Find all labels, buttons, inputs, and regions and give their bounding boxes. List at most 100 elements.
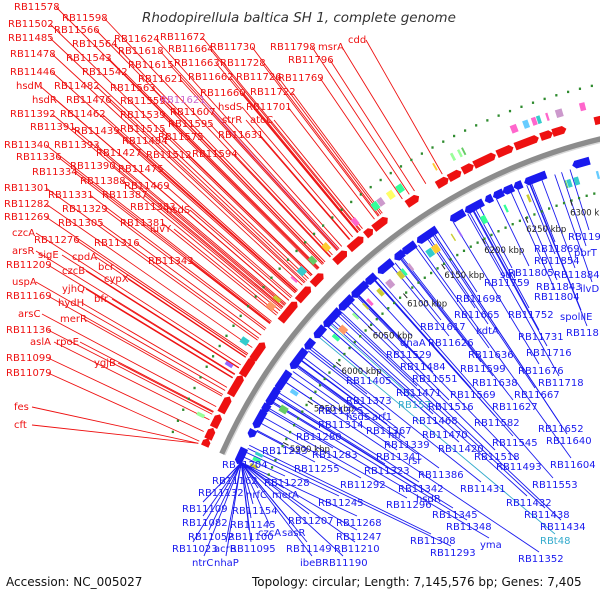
gene-label: RB11367 bbox=[366, 426, 412, 437]
connector-line bbox=[452, 221, 540, 365]
gene-label: sasR bbox=[282, 528, 306, 539]
gene-label: RB11470 bbox=[422, 430, 468, 441]
connector-line bbox=[31, 424, 199, 444]
gene-mark bbox=[238, 357, 256, 378]
scale-label: 6000 kbp bbox=[342, 367, 382, 377]
gc-dot bbox=[531, 101, 535, 104]
gene-label: RB11169 bbox=[6, 291, 52, 302]
connector-line bbox=[107, 99, 305, 284]
gene-label: RB11494 bbox=[122, 136, 168, 147]
gene-label: RB11386 bbox=[418, 470, 464, 481]
gene-label: RB11884 bbox=[554, 270, 600, 281]
gc-dot bbox=[462, 249, 466, 253]
connector-line bbox=[209, 48, 361, 232]
gc-dot bbox=[442, 262, 446, 266]
cog-block bbox=[196, 411, 206, 419]
gene-label: RB11334 bbox=[32, 167, 78, 178]
gene-label: RB11392 bbox=[10, 109, 56, 120]
gene-mark bbox=[460, 163, 474, 175]
scale-tick bbox=[441, 263, 446, 270]
gc-dot bbox=[476, 241, 479, 244]
gene-label: RB11210 bbox=[334, 544, 380, 555]
cog-block bbox=[526, 194, 532, 203]
connector-line bbox=[55, 99, 290, 301]
gene-label: RB11204 bbox=[222, 460, 268, 471]
connector-line bbox=[240, 462, 356, 543]
gene-label: RB11529 bbox=[386, 350, 432, 361]
gene-label: RB11582 bbox=[474, 418, 520, 429]
gene-label: RB11331 bbox=[48, 190, 94, 201]
connector-line bbox=[81, 302, 228, 388]
gene-label: spollIE bbox=[560, 312, 593, 323]
gene-mark bbox=[309, 273, 324, 288]
cog-block bbox=[331, 333, 341, 342]
gene-label: RB11934 bbox=[568, 232, 600, 243]
forward-strand-genes bbox=[201, 115, 600, 448]
gene-label: msrA bbox=[318, 42, 344, 53]
connector-line bbox=[240, 462, 254, 505]
gene-label: RB11132 bbox=[198, 488, 244, 499]
gene-label: RB11578 bbox=[14, 2, 60, 13]
gene-label: RB11542 bbox=[82, 67, 128, 78]
scale-tick bbox=[481, 238, 486, 245]
gene-label: RB11759 bbox=[484, 278, 530, 289]
gene-label: RB11618 bbox=[118, 46, 164, 57]
cog-block bbox=[461, 147, 467, 156]
cog-block bbox=[385, 189, 396, 200]
gc-dot bbox=[585, 194, 588, 197]
gene-label: hsdS bbox=[218, 102, 242, 113]
connector-line bbox=[71, 126, 285, 306]
gene-label: ilvD bbox=[580, 284, 599, 295]
gene-label: RB11869 bbox=[534, 244, 580, 255]
gene-mark bbox=[338, 294, 355, 311]
gene-label: atoC bbox=[250, 115, 273, 126]
label-connector-lines bbox=[31, 6, 593, 557]
connector-line bbox=[475, 209, 530, 309]
gene-label: RB11475 bbox=[118, 164, 164, 175]
gc-dot bbox=[540, 210, 543, 213]
connector-line bbox=[35, 232, 241, 366]
gc-dot bbox=[270, 276, 273, 279]
gene-label: ygjB bbox=[94, 358, 116, 369]
gc-dot bbox=[187, 397, 190, 401]
gene-label: RB11667 bbox=[514, 390, 560, 401]
gene-label: acrB bbox=[214, 544, 237, 555]
cog-block bbox=[265, 300, 277, 312]
scale-label: 6150 kbp bbox=[444, 271, 484, 281]
gc-dot bbox=[176, 419, 180, 422]
cog-block bbox=[522, 119, 531, 129]
gene-label: RB11343 bbox=[148, 256, 194, 267]
gc-dot bbox=[289, 430, 292, 434]
gene-label: sigE bbox=[38, 250, 59, 261]
connector-line bbox=[268, 408, 490, 539]
scale-label: 6300 kbp bbox=[570, 208, 600, 218]
gene-label: hydH bbox=[58, 298, 84, 309]
gene-label: RB11484 bbox=[400, 362, 446, 373]
gene-label: RB11476 bbox=[66, 95, 112, 106]
gc-dot bbox=[511, 222, 514, 226]
connector-line bbox=[526, 184, 556, 255]
gene-label: RB11663 bbox=[174, 58, 220, 69]
connector-line bbox=[469, 212, 506, 277]
gc-dot bbox=[387, 307, 390, 310]
connector-line bbox=[61, 254, 240, 368]
gc-dot bbox=[364, 329, 367, 332]
cog-block bbox=[252, 456, 262, 464]
gene-label: RB11301 bbox=[4, 183, 50, 194]
gene-mark bbox=[313, 324, 328, 339]
gene-label: RB11640 bbox=[546, 436, 592, 447]
connector-line bbox=[401, 256, 514, 401]
gene-label: arsR bbox=[12, 246, 34, 257]
connector-line bbox=[261, 62, 379, 217]
gc-dot bbox=[270, 466, 274, 469]
connector-line bbox=[107, 57, 319, 269]
connector-line bbox=[199, 136, 324, 264]
connector-line bbox=[256, 430, 316, 463]
gene-label: RB11543 bbox=[66, 53, 112, 64]
connector-line bbox=[241, 462, 358, 531]
connector-line bbox=[111, 298, 235, 375]
gc-dot bbox=[359, 193, 362, 196]
gc-dot bbox=[508, 109, 512, 113]
gene-mark bbox=[277, 301, 298, 324]
